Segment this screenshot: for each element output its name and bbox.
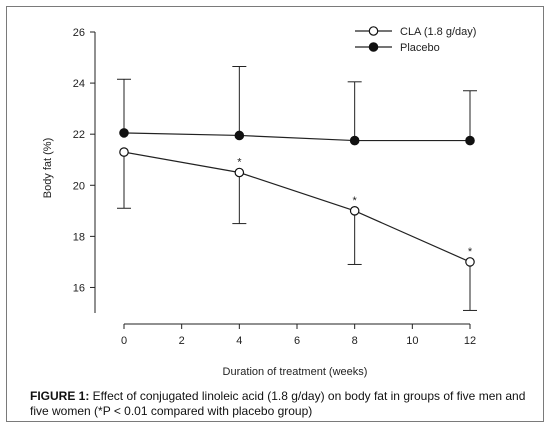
legend: CLA (1.8 g/day) Placebo bbox=[355, 26, 476, 54]
x-tick-label: 2 bbox=[179, 335, 185, 347]
legend-marker bbox=[368, 26, 379, 36]
significance-star: * bbox=[237, 157, 242, 169]
caption-text: Effect of conjugated linoleic acid (1.8 … bbox=[30, 389, 526, 418]
cla-point bbox=[465, 257, 475, 267]
legend-marker bbox=[368, 42, 379, 52]
x-axis-title: Duration of treatment (weeks) bbox=[223, 366, 368, 378]
significance-star: * bbox=[353, 195, 358, 207]
x-tick-label: 10 bbox=[406, 335, 418, 347]
x-tick-label: 6 bbox=[294, 335, 300, 347]
x-tick-label: 0 bbox=[121, 335, 127, 347]
placebo-point bbox=[465, 135, 475, 146]
cla-point bbox=[119, 147, 129, 157]
figure-caption: FIGURE 1: Effect of conjugated linoleic … bbox=[30, 389, 530, 419]
placebo-point bbox=[119, 128, 129, 138]
series-layer: * * * bbox=[119, 128, 475, 267]
x-tick-label: 8 bbox=[352, 335, 358, 347]
y-tick-label: 18 bbox=[73, 231, 85, 243]
caption-label: FIGURE 1: bbox=[30, 389, 90, 403]
legend-label: CLA (1.8 g/day) bbox=[400, 26, 476, 38]
figure-frame bbox=[6, 6, 544, 422]
x-tick-label: 4 bbox=[236, 335, 242, 347]
y-axis-title: Body fat (%) bbox=[42, 138, 54, 199]
y-tick-label: 20 bbox=[73, 180, 85, 192]
error-bars bbox=[117, 65, 477, 311]
cla-point bbox=[234, 167, 245, 178]
y-tick-label: 22 bbox=[73, 129, 85, 141]
y-tick-label: 26 bbox=[73, 27, 85, 39]
significance-star: * bbox=[468, 246, 473, 258]
placebo-point bbox=[349, 135, 360, 146]
series-line bbox=[123, 151, 471, 263]
placebo-point bbox=[234, 130, 245, 141]
y-tick-label: 24 bbox=[73, 78, 85, 90]
y-tick-label: 16 bbox=[73, 282, 85, 294]
cla-point bbox=[349, 206, 360, 216]
legend-label: Placebo bbox=[400, 42, 440, 54]
x-tick-label: 12 bbox=[464, 335, 476, 347]
series-line bbox=[123, 132, 470, 142]
